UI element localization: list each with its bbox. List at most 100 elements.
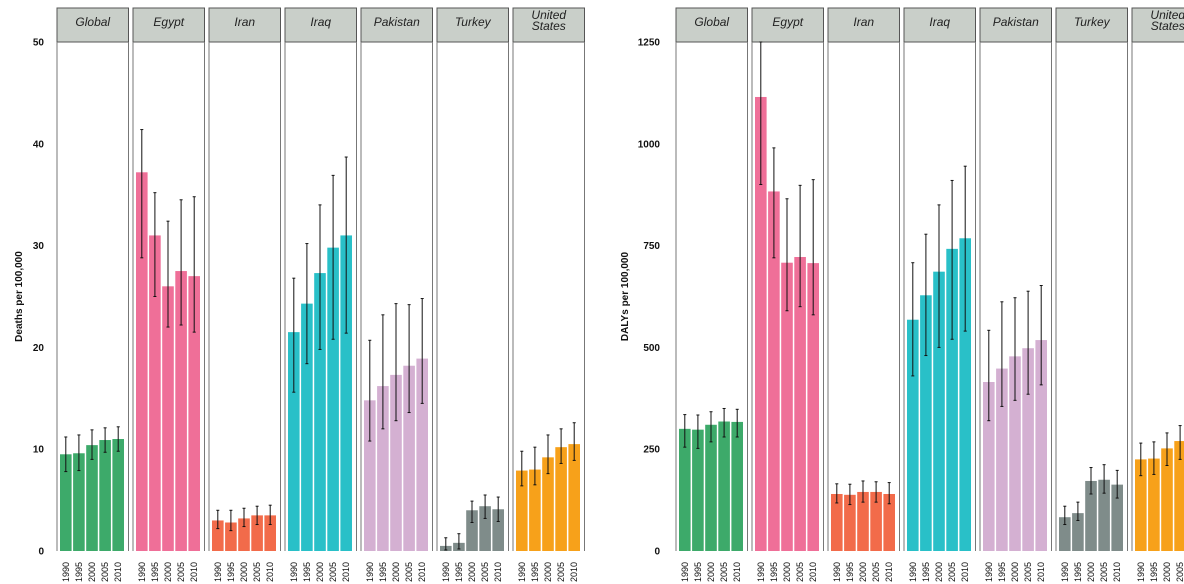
bar	[327, 247, 339, 552]
bar	[479, 506, 491, 551]
panel-strip	[903, 7, 976, 43]
panel-strip	[208, 7, 281, 43]
bar	[555, 447, 567, 551]
panel-strip	[56, 7, 129, 43]
panel-global: Global 1990 1995 2000 2005 2010	[675, 7, 748, 582]
panel-title: Iraq	[929, 15, 950, 29]
y-tick-label: 1000	[638, 139, 661, 150]
x-tick-label: 2010	[417, 562, 427, 582]
panel-egypt: Egypt 1990 1995 2000 2005 2010	[751, 7, 824, 582]
x-tick-label: 1995	[454, 562, 464, 582]
x-tick-label: 1990	[1136, 562, 1146, 582]
dalys-chart: DALYs per 100,000 0 250 500 750 1000 1250 Globa…	[620, 7, 1184, 582]
bar	[162, 286, 174, 551]
x-tick-label: 2000	[1162, 562, 1172, 582]
y-tick-label: 0	[654, 547, 660, 558]
bar	[781, 262, 793, 551]
bar	[1022, 348, 1034, 551]
x-tick-label: 1990	[213, 562, 223, 582]
x-tick-label: 2010	[189, 562, 199, 582]
bar	[364, 400, 376, 551]
y-tick-label: 30	[33, 241, 45, 252]
bar	[731, 421, 743, 551]
x-tick-label: 1990	[984, 562, 994, 582]
x-tick-label: 2010	[265, 562, 275, 582]
x-tick-label: 2000	[782, 562, 792, 582]
x-tick-label: 1990	[680, 562, 690, 582]
panel-iran: Iran 1990 1995 2000 2005 2010	[208, 7, 281, 582]
bar	[983, 382, 995, 551]
panel-title: Pakistan	[374, 15, 420, 29]
bar	[314, 273, 326, 551]
x-tick-label: 2005	[404, 562, 414, 582]
bar	[212, 520, 224, 551]
bar	[1085, 480, 1097, 551]
panel-title-line: States	[532, 19, 566, 33]
x-tick-label: 2000	[163, 562, 173, 582]
panel-strip	[284, 7, 357, 43]
bar	[416, 358, 428, 551]
bar	[1059, 517, 1071, 551]
bar	[60, 454, 72, 551]
x-tick-label: 2005	[1175, 562, 1184, 582]
x-tick-label: 2010	[1036, 562, 1046, 582]
panel-iraq: Iraq 1990 1995 2000 2005 2010	[903, 7, 976, 582]
bar	[907, 319, 919, 551]
panel-egypt: Egypt 1990 1995 2000 2005 2010	[132, 7, 205, 582]
panel-strip	[132, 7, 205, 43]
x-tick-label: 2005	[795, 562, 805, 582]
bar	[403, 365, 415, 551]
y-tick-label: 20	[33, 343, 45, 354]
panel-strip	[751, 7, 824, 43]
x-tick-label: 2000	[467, 562, 477, 582]
panel-pakistan: Pakistan 1990 1995 2000 2005 2010	[979, 7, 1052, 582]
y-axis-title: DALYs per 100,000	[620, 252, 631, 342]
y-tick-label: 1250	[638, 38, 661, 49]
y-tick-label: 250	[643, 445, 660, 456]
bar	[264, 515, 276, 551]
x-tick-label: 2000	[543, 562, 553, 582]
bar	[238, 518, 250, 551]
panel-title: Global	[694, 15, 729, 29]
x-tick-label: 1990	[365, 562, 375, 582]
x-tick-label: 2000	[934, 562, 944, 582]
x-tick-label: 2000	[315, 562, 325, 582]
bar	[188, 276, 200, 551]
x-tick-label: 2005	[480, 562, 490, 582]
x-tick-label: 1990	[517, 562, 527, 582]
bar	[705, 424, 717, 551]
bar	[692, 429, 704, 551]
x-tick-label: 1995	[1149, 562, 1159, 582]
bar	[1009, 356, 1021, 551]
bar	[251, 515, 263, 551]
bar	[377, 386, 389, 551]
panel-title: Turkey	[455, 15, 492, 29]
bar	[1072, 513, 1084, 551]
bar	[718, 421, 730, 551]
y-tick-label: 40	[33, 139, 45, 150]
bar	[340, 235, 352, 552]
x-tick-label: 2000	[706, 562, 716, 582]
x-tick-label: 1990	[137, 562, 147, 582]
bar	[959, 238, 971, 552]
y-tick-label: 0	[38, 547, 44, 558]
x-tick-label: 1995	[74, 562, 84, 582]
x-tick-label: 2005	[252, 562, 262, 582]
y-tick-label: 10	[33, 445, 45, 456]
panel-strip	[827, 7, 900, 43]
x-tick-label: 2010	[493, 562, 503, 582]
panel-title: Iraq	[310, 15, 331, 29]
x-tick-label: 1990	[908, 562, 918, 582]
panel-title-line: United	[531, 8, 566, 22]
bar	[542, 457, 554, 551]
bar	[768, 191, 780, 552]
x-tick-label: 2010	[113, 562, 123, 582]
bar	[1111, 484, 1123, 551]
x-tick-label: 2000	[1010, 562, 1020, 582]
panel-turkey: Turkey 1990 1995 2000 2005 2010	[1055, 7, 1128, 582]
bar	[857, 491, 869, 551]
x-tick-label: 2010	[808, 562, 818, 582]
panel-title: Pakistan	[993, 15, 1039, 29]
panel-pakistan: Pakistan 1990 1995 2000 2005 2010	[360, 7, 433, 582]
